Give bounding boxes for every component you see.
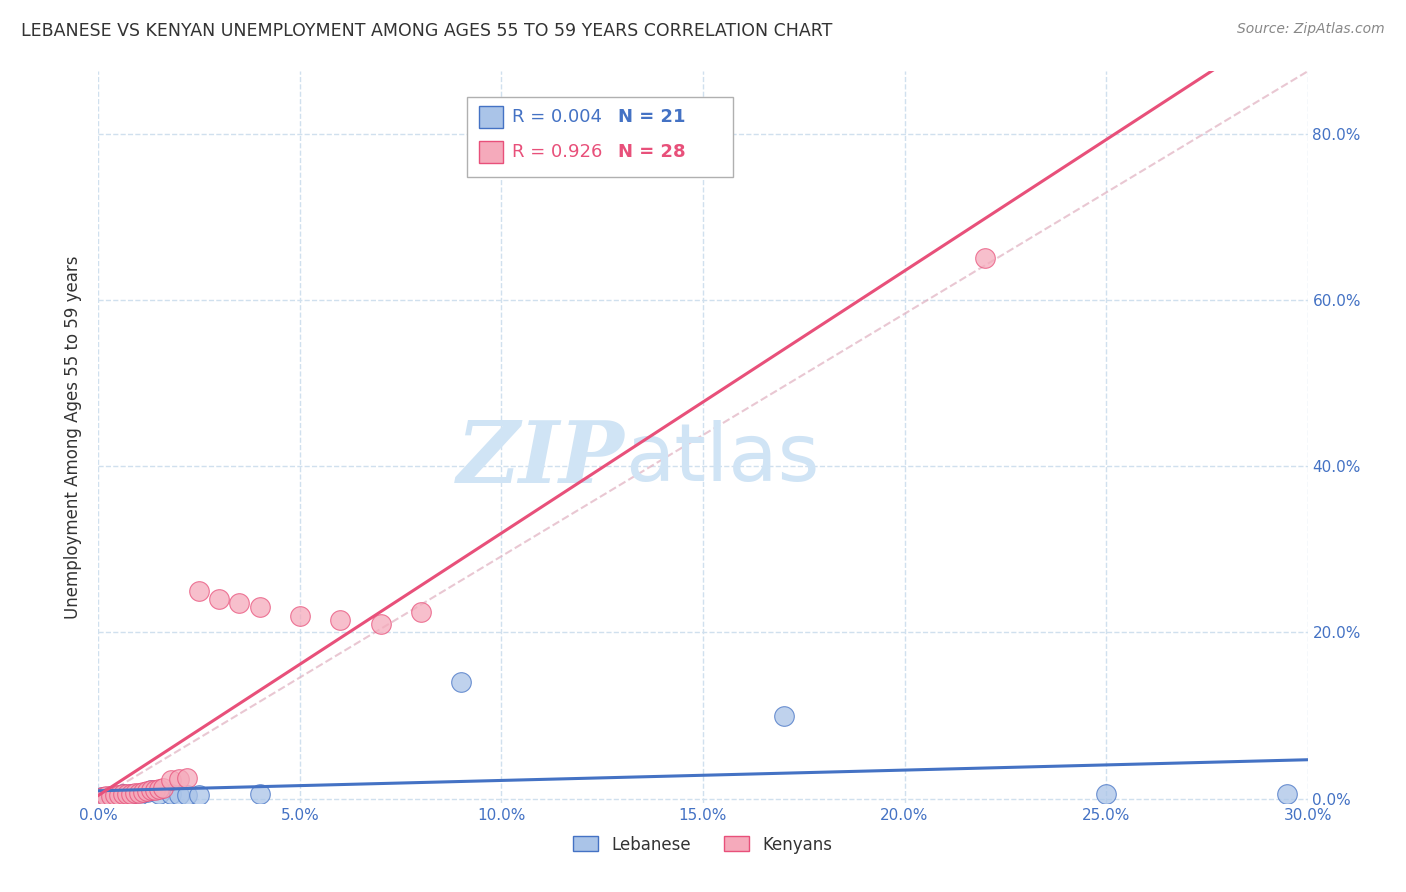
Point [128, 789, 150, 803]
Point [124, 786, 146, 800]
Point [120, 787, 142, 801]
Point [152, 780, 174, 795]
Point [288, 608, 311, 623]
Point [103, 789, 125, 803]
Text: R = 0.004: R = 0.004 [512, 109, 602, 127]
Point [107, 789, 129, 804]
Point [329, 613, 352, 627]
Point [139, 783, 162, 797]
Point [188, 583, 211, 598]
Point [167, 789, 190, 803]
Point [120, 788, 142, 802]
Text: ZIP: ZIP [457, 417, 624, 500]
Bar [479, 141, 503, 163]
FancyBboxPatch shape [467, 97, 734, 178]
Point [115, 788, 138, 802]
Point [135, 785, 157, 799]
Point [409, 605, 432, 619]
Point [228, 596, 250, 610]
Point [100, 789, 122, 804]
Point [148, 781, 170, 796]
Y-axis label: Unemployment Among Ages 55 to 59 years: Unemployment Among Ages 55 to 59 years [65, 255, 83, 619]
Text: atlas: atlas [626, 420, 820, 498]
Text: N = 21: N = 21 [619, 109, 686, 127]
Point [96, 789, 118, 804]
Point [160, 773, 183, 788]
Point [772, 708, 794, 723]
Point [135, 784, 157, 798]
Point [370, 617, 392, 632]
Point [107, 789, 129, 803]
Point [176, 771, 198, 785]
Point [1277, 788, 1299, 802]
Point [208, 592, 231, 607]
Point [96, 789, 118, 804]
Point [1095, 788, 1118, 802]
Text: N = 28: N = 28 [619, 143, 686, 161]
Point [176, 789, 198, 803]
Text: Source: ZipAtlas.com: Source: ZipAtlas.com [1237, 22, 1385, 37]
Point [160, 788, 183, 802]
Point [103, 789, 125, 804]
Point [100, 789, 122, 804]
Bar [479, 106, 503, 128]
Point [167, 772, 190, 786]
Point [132, 785, 155, 799]
Point [188, 789, 211, 803]
Legend: Lebanese, Kenyans: Lebanese, Kenyans [567, 829, 839, 860]
Point [111, 788, 134, 802]
Point [139, 783, 162, 797]
Text: R = 0.926: R = 0.926 [512, 143, 602, 161]
Point [115, 789, 138, 803]
Point [450, 675, 472, 690]
Point [91, 789, 114, 804]
Point [143, 783, 166, 797]
Text: LEBANESE VS KENYAN UNEMPLOYMENT AMONG AGES 55 TO 59 YEARS CORRELATION CHART: LEBANESE VS KENYAN UNEMPLOYMENT AMONG AG… [21, 22, 832, 40]
Point [249, 600, 271, 615]
Point [91, 789, 114, 804]
Point [974, 252, 997, 266]
Point [128, 786, 150, 800]
Point [111, 788, 134, 802]
Point [249, 788, 271, 802]
Point [148, 788, 170, 802]
